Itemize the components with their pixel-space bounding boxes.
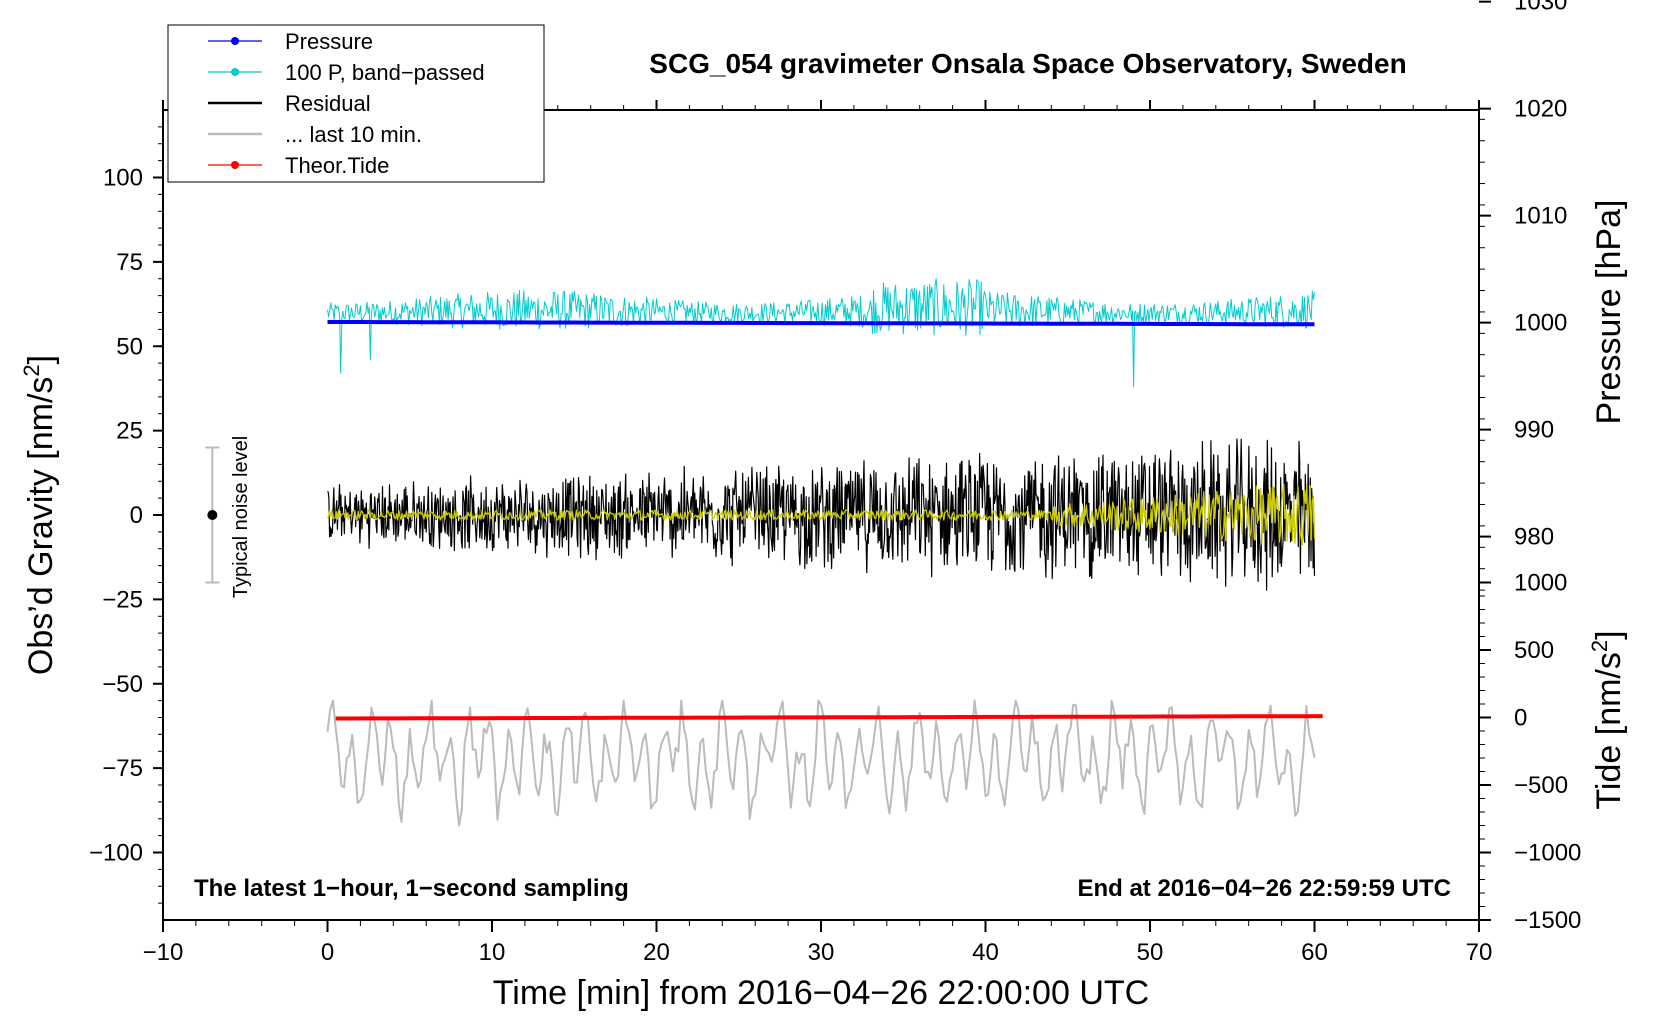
legend-label: 100 P, band−passed — [285, 60, 485, 85]
noise-level-indicator — [205, 446, 220, 584]
x-tick-label: 20 — [643, 939, 670, 966]
pressure-tick-label: 1030 — [1514, 0, 1567, 16]
legend-label: ... last 10 min. — [285, 122, 422, 147]
tide-tick-label: 500 — [1514, 637, 1554, 664]
x-tick-label: 50 — [1137, 939, 1164, 966]
y-axis-label-pressure: Pressure [hPa] — [1590, 200, 1628, 425]
x-tick-label: 40 — [972, 939, 999, 966]
y-axis-left: 100 75 50 25 0 −25 −50 −75 −100 — [89, 126, 163, 904]
series-residual-filtered — [326, 483, 1316, 546]
pressure-tick-label: 1010 — [1514, 203, 1567, 230]
y-tick-label: 75 — [116, 249, 143, 276]
annotation-bottom-right: End at 2016−04−26 22:59:59 UTC — [1077, 875, 1451, 902]
y-axis-label-left-sup: 2 — [19, 364, 44, 376]
legend-marker — [231, 161, 239, 169]
legend-label: Residual — [285, 91, 371, 116]
x-tick-label: 0 — [321, 939, 334, 966]
x-axis-label: Time [min] from 2016−04−26 22:00:00 UTC — [493, 974, 1149, 1012]
y-axis-label-left-text: Obs’d Gravity [nm/s — [22, 377, 60, 676]
legend: Pressure 100 P, band−passed Residual ... la… — [167, 24, 545, 183]
series-residual — [327, 438, 1316, 591]
legend-marker — [231, 68, 239, 76]
y-axis-label-tide-close: ] — [1590, 630, 1628, 639]
noise-bar-dot — [207, 510, 218, 520]
tide-tick-label: 0 — [1514, 705, 1527, 732]
tide-tick-label: 1000 — [1514, 570, 1567, 597]
y-tick-label: 0 — [130, 502, 143, 529]
pressure-tick-label: 990 — [1514, 417, 1554, 444]
pressure-tick-label: 1020 — [1514, 96, 1567, 123]
legend-label: Pressure — [285, 29, 373, 54]
series-layer — [326, 278, 1323, 827]
tide-tick-label: −500 — [1514, 772, 1568, 799]
y-tick-label: 50 — [116, 333, 143, 360]
series-theor-tide — [335, 714, 1323, 721]
legend-label: Theor.Tide — [285, 153, 389, 178]
noise-level-label: Typical noise level — [230, 436, 252, 598]
x-tick-label: −10 — [143, 939, 184, 966]
y-axis-label-left: Obs’d Gravity [nm/s2] — [19, 355, 60, 675]
y-tick-label: −50 — [102, 671, 143, 698]
tide-tick-label: −1500 — [1514, 907, 1581, 934]
x-tick-label: 60 — [1301, 939, 1328, 966]
legend-marker — [231, 37, 239, 45]
y-axis-label-tide-sup: 2 — [1587, 640, 1612, 652]
y-tick-label: −100 — [89, 840, 143, 867]
x-tick-label: 30 — [808, 939, 835, 966]
y-tick-label: −25 — [102, 586, 143, 613]
pressure-tick-label: 980 — [1514, 524, 1554, 551]
x-tick-label: 70 — [1466, 939, 1493, 966]
chart-title: SCG_054 gravimeter Onsala Space Observat… — [649, 48, 1406, 79]
tide-tick-label: −1000 — [1514, 840, 1581, 867]
y-axis-tide: 1000 500 0 −500 −1000 −1500 — [1479, 570, 1581, 934]
y-axis-label-tide-text: Tide [nm/s — [1590, 652, 1628, 809]
y-tick-label: 100 — [103, 165, 143, 192]
y-axis-label-tide: Tide [nm/s2] — [1587, 630, 1628, 809]
x-axis: −10 0 10 20 30 40 50 60 70 — [143, 100, 1493, 966]
series-last-10-min — [326, 699, 1316, 827]
y-tick-label: −75 — [102, 755, 143, 782]
pressure-tick-label: 1000 — [1514, 310, 1567, 337]
x-tick-label: 10 — [479, 939, 506, 966]
annotation-bottom-left: The latest 1−hour, 1−second sampling — [194, 875, 629, 902]
y-tick-label: 25 — [116, 418, 143, 445]
series-pressure — [327, 320, 1315, 327]
y-axis-pressure: 1030 1020 1010 1000 990 980 — [1479, 0, 1567, 591]
y-axis-label-left-close: ] — [22, 355, 60, 364]
series-pressure-bandpassed — [327, 278, 1315, 388]
